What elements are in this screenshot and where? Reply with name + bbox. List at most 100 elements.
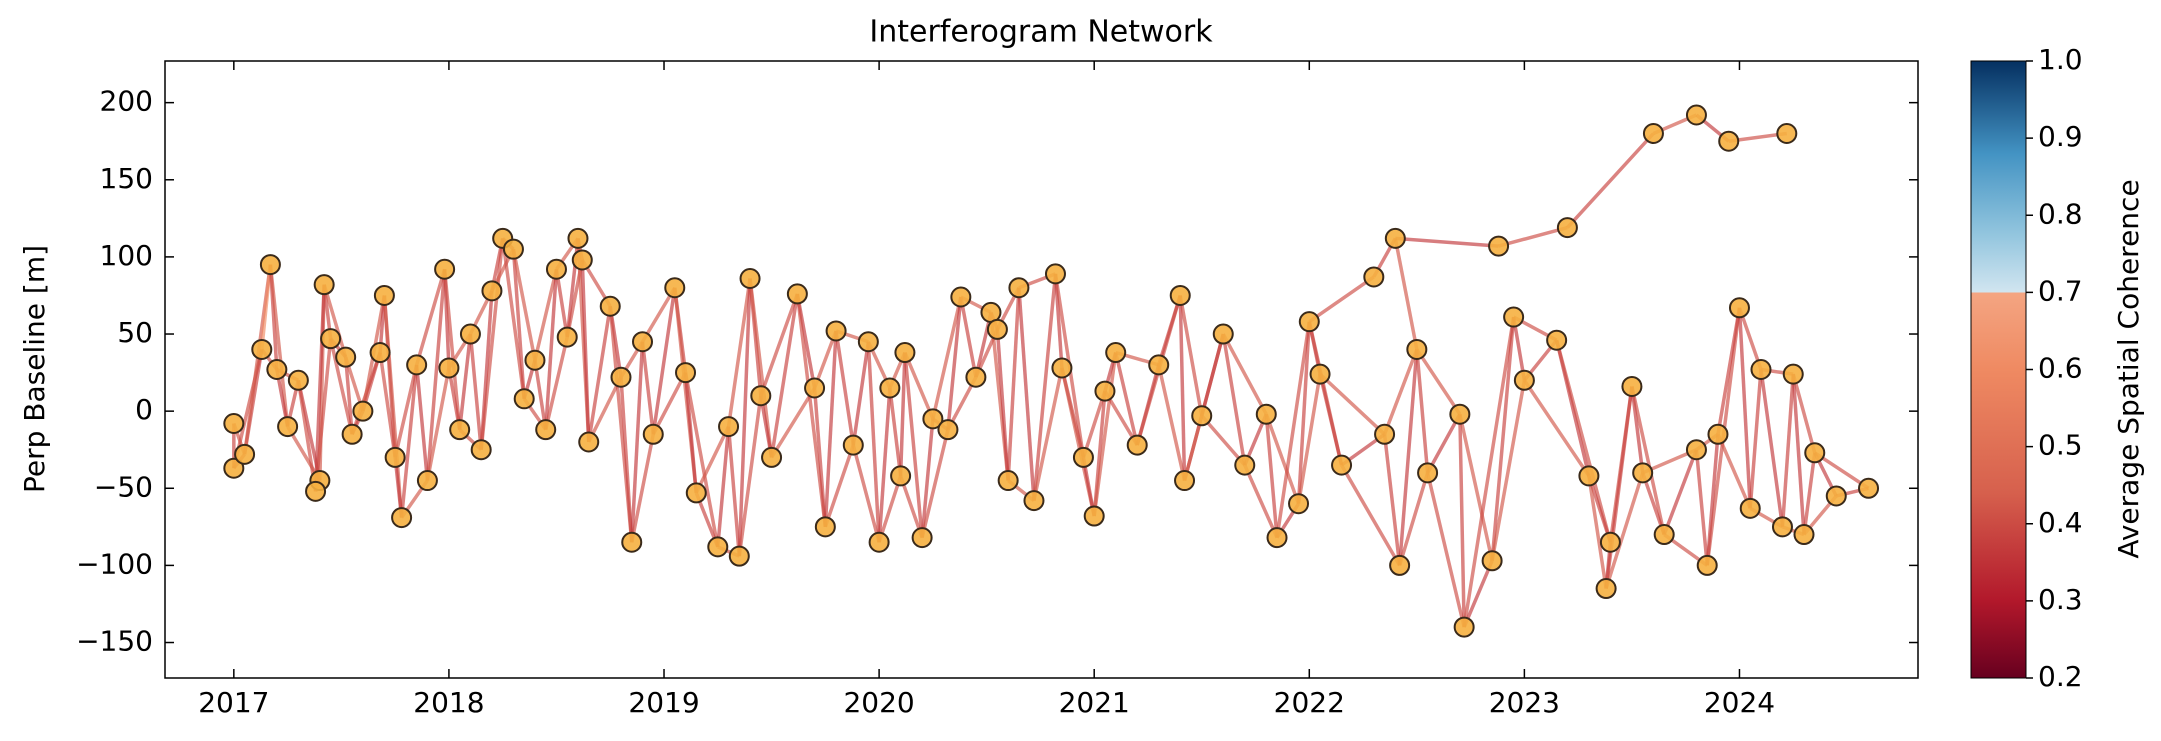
node — [1148, 354, 1170, 376]
node — [707, 536, 729, 558]
edge — [903, 351, 935, 420]
nodes — [223, 104, 1880, 638]
edge — [1554, 339, 1613, 543]
edge — [1032, 273, 1058, 501]
edge — [1243, 464, 1279, 539]
edge — [1662, 449, 1699, 536]
node — [1793, 524, 1815, 546]
edge — [888, 387, 903, 477]
node — [1707, 423, 1729, 445]
node — [814, 516, 836, 538]
node — [599, 295, 621, 317]
node — [545, 258, 567, 280]
node — [571, 249, 593, 271]
edge — [322, 284, 348, 358]
colorbar-tick-label: 0.9 — [2038, 120, 2083, 153]
node — [1503, 306, 1525, 328]
node — [1266, 527, 1288, 549]
edge — [268, 264, 290, 427]
node — [1546, 329, 1568, 351]
node — [1653, 524, 1675, 546]
node — [251, 338, 273, 360]
colorbar-label: Average Spatial Coherence — [2112, 179, 2145, 558]
node — [965, 366, 987, 388]
colorbar-tick-label: 0.4 — [2038, 506, 2083, 539]
y-axis-label: Perp Baseline [m] — [18, 245, 51, 493]
node — [786, 283, 808, 305]
edge — [1780, 374, 1795, 527]
node — [1825, 485, 1847, 507]
edge — [1716, 307, 1742, 435]
edge — [1802, 452, 1817, 535]
edge — [1426, 413, 1462, 474]
edge — [511, 249, 526, 399]
edge — [1081, 390, 1107, 458]
node — [335, 346, 357, 368]
colorbar-tick-label: 0.2 — [2038, 660, 2083, 693]
node — [406, 354, 428, 376]
x-tick-label: 2024 — [1704, 686, 1775, 719]
node — [1578, 465, 1600, 487]
node — [1363, 266, 1385, 288]
node — [685, 482, 707, 504]
node — [352, 400, 374, 422]
edge — [1490, 379, 1527, 562]
edge — [1264, 414, 1279, 538]
edge — [511, 248, 537, 361]
node — [1718, 130, 1740, 152]
edge — [393, 364, 419, 458]
edge — [737, 278, 752, 557]
node — [369, 342, 391, 364]
edge — [1200, 414, 1247, 467]
node — [1621, 375, 1643, 397]
edge — [769, 293, 800, 458]
x-tick-label: 2020 — [843, 686, 914, 719]
node — [1739, 497, 1761, 519]
node — [664, 277, 686, 299]
node — [890, 465, 912, 487]
y-tick-label: −100 — [76, 547, 153, 580]
edge — [770, 387, 817, 459]
node — [1642, 122, 1664, 144]
node — [1453, 616, 1475, 638]
edge — [737, 395, 763, 557]
node — [675, 362, 697, 384]
edge — [425, 269, 447, 481]
edge — [834, 330, 856, 446]
edge — [1032, 367, 1064, 501]
node — [1417, 462, 1439, 484]
node — [842, 434, 864, 456]
node — [894, 342, 916, 364]
node — [1374, 423, 1396, 445]
x-tick-label: 2023 — [1489, 686, 1560, 719]
edge — [726, 278, 752, 427]
edge — [1587, 475, 1608, 589]
edge — [260, 264, 273, 350]
node — [1384, 227, 1406, 249]
edge — [959, 296, 978, 378]
edge — [866, 341, 881, 543]
edge — [1694, 449, 1709, 566]
edge — [1318, 373, 1344, 466]
edge — [1157, 364, 1187, 481]
edge — [1006, 287, 1021, 481]
edge — [1415, 349, 1430, 473]
node — [1771, 516, 1793, 538]
node — [578, 431, 600, 453]
edge — [931, 296, 963, 420]
node — [259, 254, 281, 276]
edge — [1511, 316, 1527, 381]
node — [1776, 122, 1798, 144]
edge — [533, 268, 559, 361]
edge — [414, 268, 447, 366]
edge — [630, 341, 645, 543]
edge — [1748, 369, 1763, 509]
edge — [296, 380, 318, 492]
node — [1023, 490, 1045, 512]
node — [642, 423, 664, 445]
x-tick-label: 2019 — [628, 686, 699, 719]
edge — [1791, 373, 1817, 454]
node — [556, 326, 578, 348]
x-tick-label: 2017 — [198, 686, 269, 719]
edge — [1157, 294, 1182, 366]
